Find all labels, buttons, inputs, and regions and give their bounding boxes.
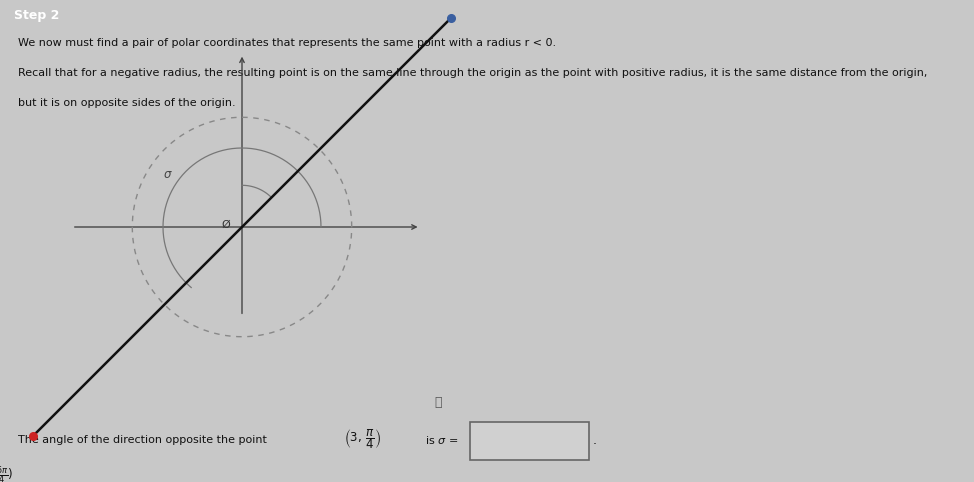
Text: σ: σ [164, 168, 171, 181]
Text: $(3, \frac{\pi}{4})$: $(3, \frac{\pi}{4})$ [462, 0, 492, 4]
Text: but it is on opposite sides of the origin.: but it is on opposite sides of the origi… [18, 98, 236, 108]
Text: $\left(3,\,\dfrac{\pi}{4}\right)$: $\left(3,\,\dfrac{\pi}{4}\right)$ [344, 428, 381, 451]
Text: Recall that for a negative radius, the resulting point is on the same line throu: Recall that for a negative radius, the r… [18, 68, 927, 78]
FancyBboxPatch shape [470, 421, 589, 459]
Text: is $\sigma$ =: is $\sigma$ = [425, 434, 458, 446]
Text: ⓘ: ⓘ [434, 396, 442, 409]
Text: $(3, \frac{5\pi}{4})$: $(3, \frac{5\pi}{4})$ [0, 464, 13, 482]
Text: .: . [593, 433, 597, 446]
Text: The angle of the direction opposite the point: The angle of the direction opposite the … [18, 435, 271, 445]
Text: Step 2: Step 2 [15, 9, 59, 22]
Text: Ø: Ø [222, 220, 231, 230]
Text: We now must find a pair of polar coordinates that represents the same point with: We now must find a pair of polar coordin… [18, 38, 556, 48]
